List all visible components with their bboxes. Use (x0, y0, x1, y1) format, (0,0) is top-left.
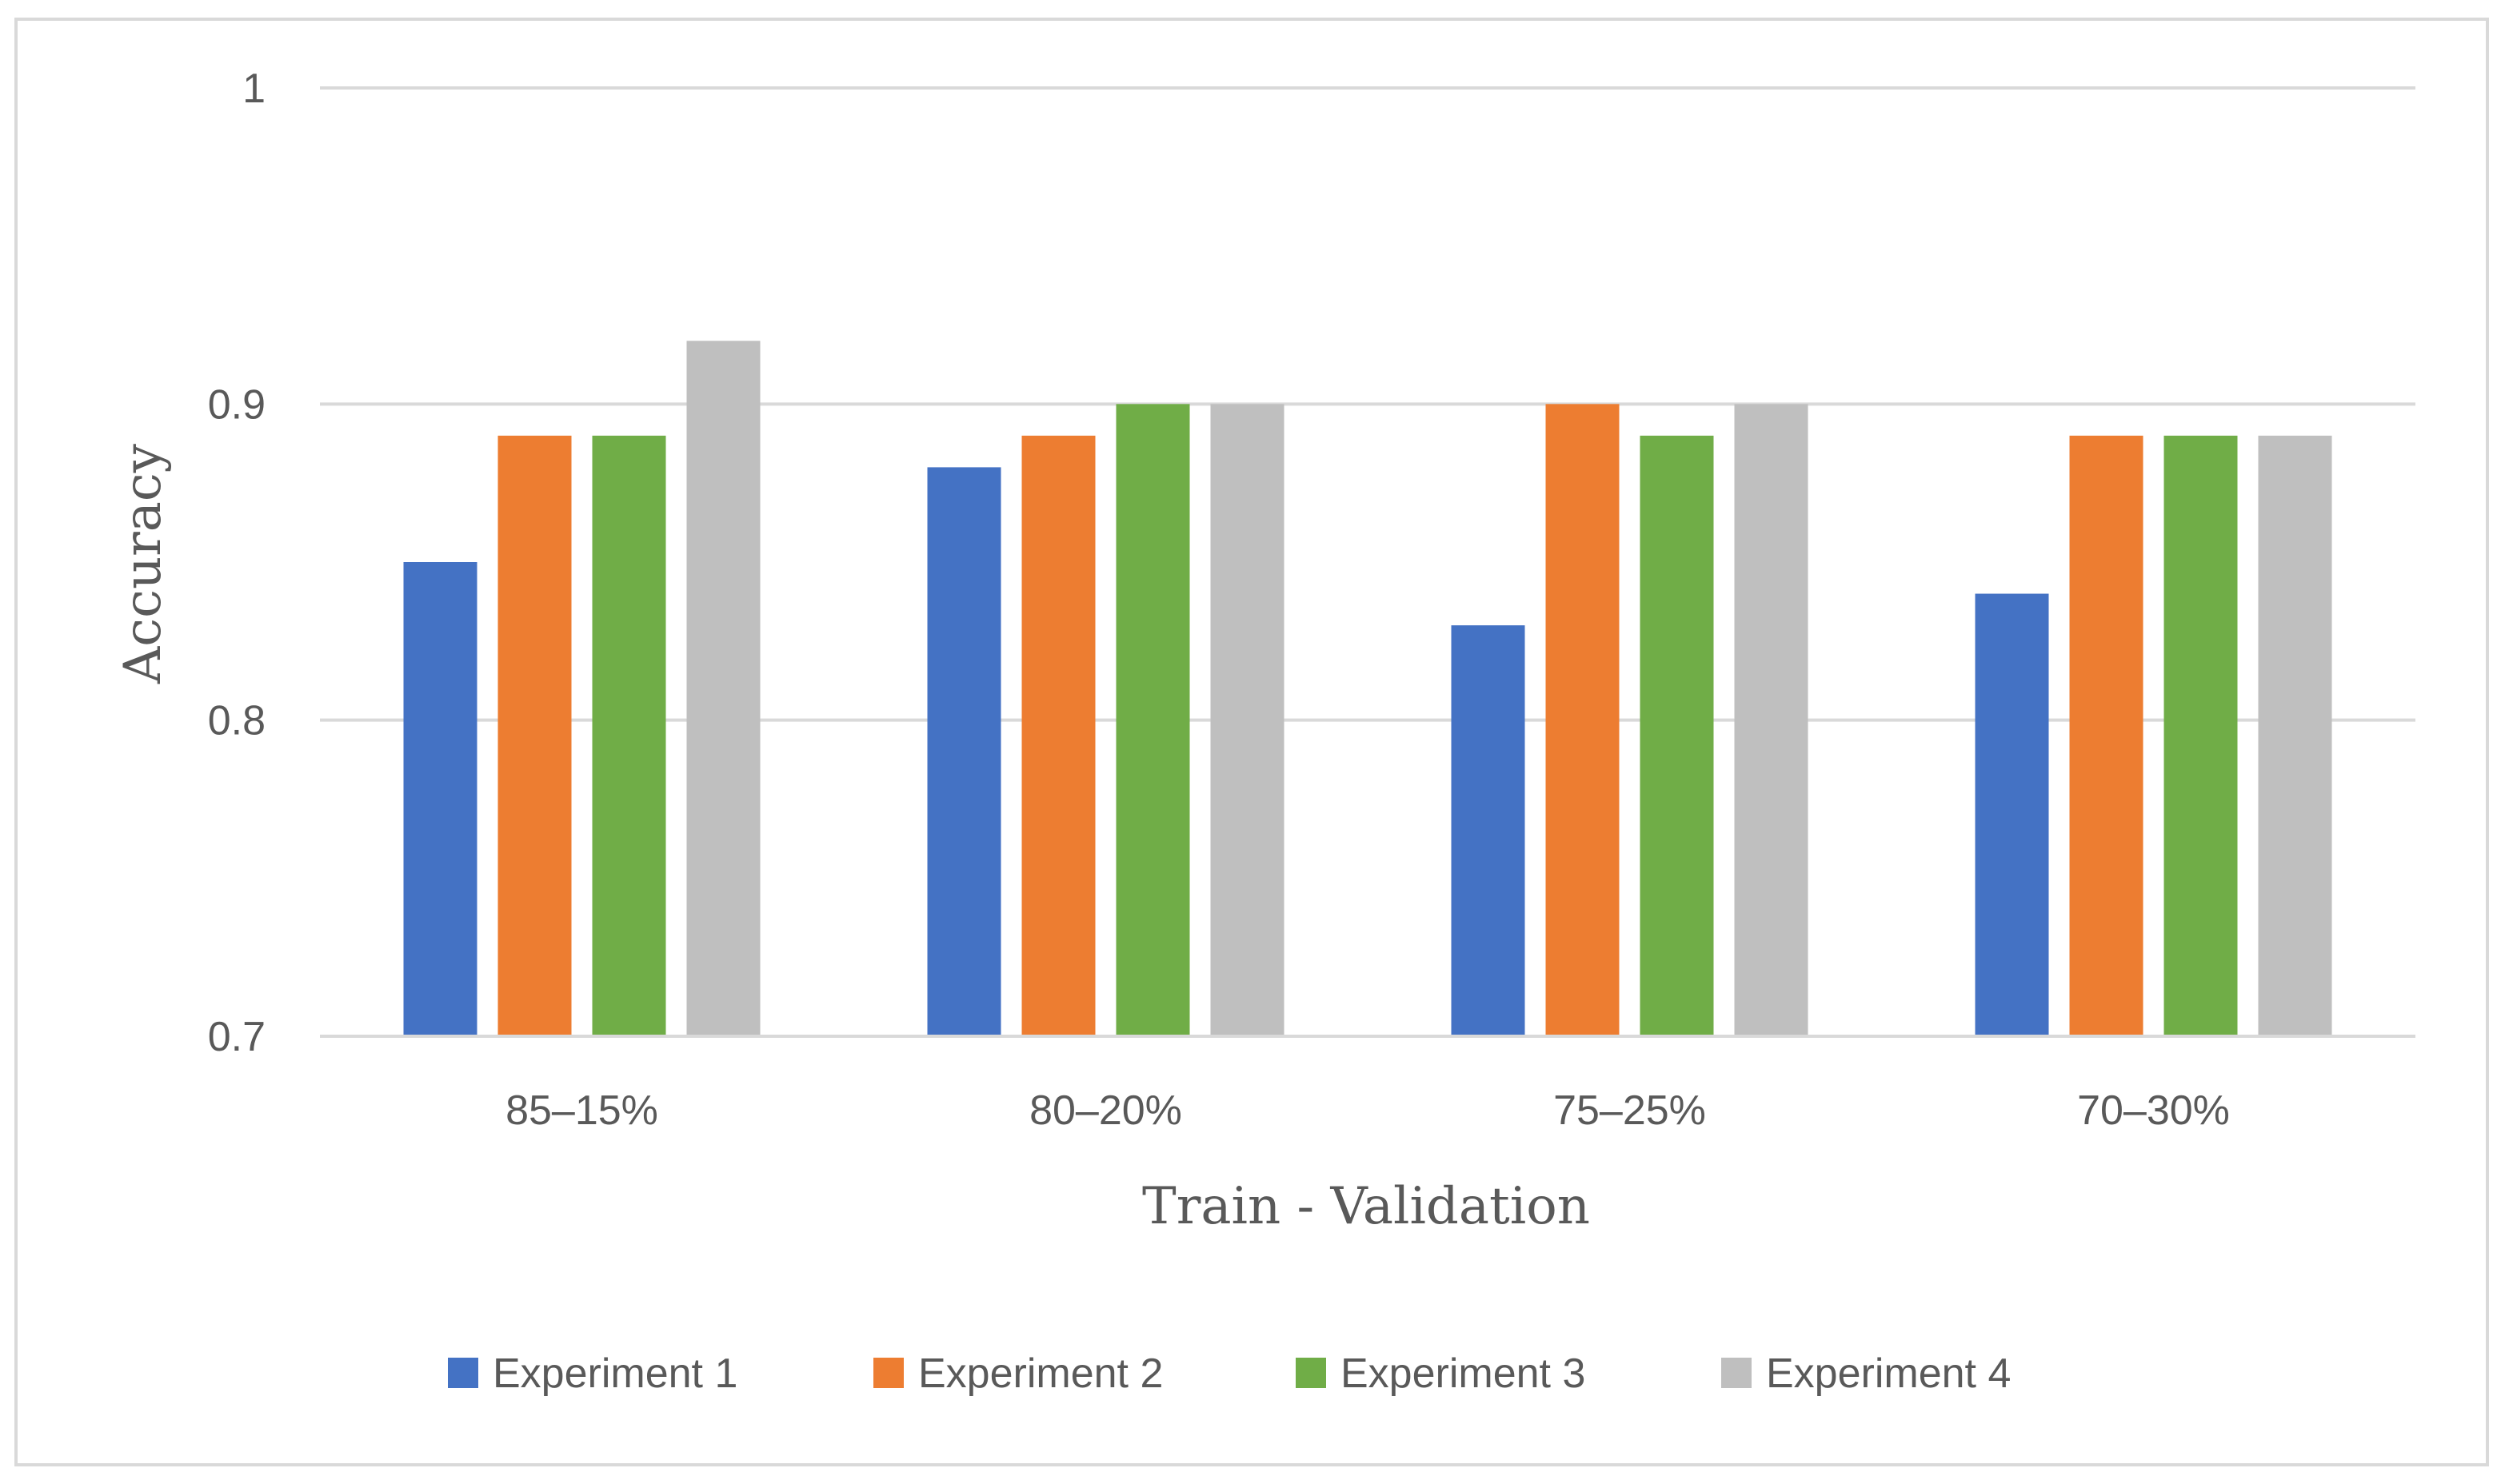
bar-experiment-4-0 (686, 341, 761, 1036)
legend-label: Experiment 4 (1766, 1350, 2011, 1397)
bar-experiment-2-3 (2069, 435, 2143, 1036)
x-axis-title: Train - Validation (1142, 1177, 1590, 1236)
legend-label: Experiment 1 (493, 1350, 737, 1397)
x-tick-label: 80–20% (1029, 1087, 1182, 1134)
legend-item: Experiment 1 (448, 1350, 737, 1397)
bar-experiment-1-1 (927, 467, 1001, 1036)
bar-experiment-3-3 (2163, 435, 2238, 1036)
x-tick-label: 75–25% (1553, 1087, 1706, 1134)
bar-experiment-1-3 (1975, 593, 2049, 1036)
legend-swatch (448, 1358, 478, 1388)
legend-swatch (1721, 1358, 1752, 1388)
legend-item: Experiment 4 (1721, 1350, 2011, 1397)
y-tick-label: 0.8 (208, 698, 266, 744)
y-tick-labels: 0.7 0.8 0.9 1 (208, 66, 266, 1060)
bar-experiment-2-1 (1021, 435, 1096, 1036)
x-tick-labels: 85–15% 80–20% 75–25% 70–30% (505, 1087, 2230, 1134)
bar-experiment-4-3 (2258, 435, 2332, 1036)
bar-experiment-3-2 (1640, 435, 1714, 1036)
bar-experiment-3-1 (1116, 404, 1190, 1036)
legend-label: Experiment 3 (1340, 1350, 1585, 1397)
bar-experiment-4-2 (1734, 404, 1808, 1036)
bar-experiment-4-1 (1210, 404, 1284, 1036)
legend: Experiment 1 Experiment 2 Experiment 3 Expe… (448, 1350, 2011, 1397)
y-tick-label: 1 (242, 66, 266, 112)
y-tick-label: 0.9 (208, 381, 266, 428)
legend-item: Experiment 2 (873, 1350, 1163, 1397)
x-tick-label: 85–15% (505, 1087, 658, 1134)
legend-swatch (1296, 1358, 1326, 1388)
bar-experiment-2-2 (1545, 404, 1620, 1036)
bar-experiment-1-0 (403, 562, 477, 1036)
legend-label: Experiment 2 (918, 1350, 1163, 1397)
legend-item: Experiment 3 (1296, 1350, 1585, 1397)
y-tick-label: 0.7 (208, 1014, 266, 1060)
legend-swatch (873, 1358, 904, 1388)
bar-experiment-1-2 (1451, 625, 1525, 1036)
y-axis-title: Accuracy (114, 444, 173, 684)
x-tick-label: 70–30% (2077, 1087, 2230, 1134)
bar-experiment-2-0 (497, 435, 572, 1036)
bar-experiment-3-0 (592, 435, 666, 1036)
bars (320, 341, 2415, 1038)
